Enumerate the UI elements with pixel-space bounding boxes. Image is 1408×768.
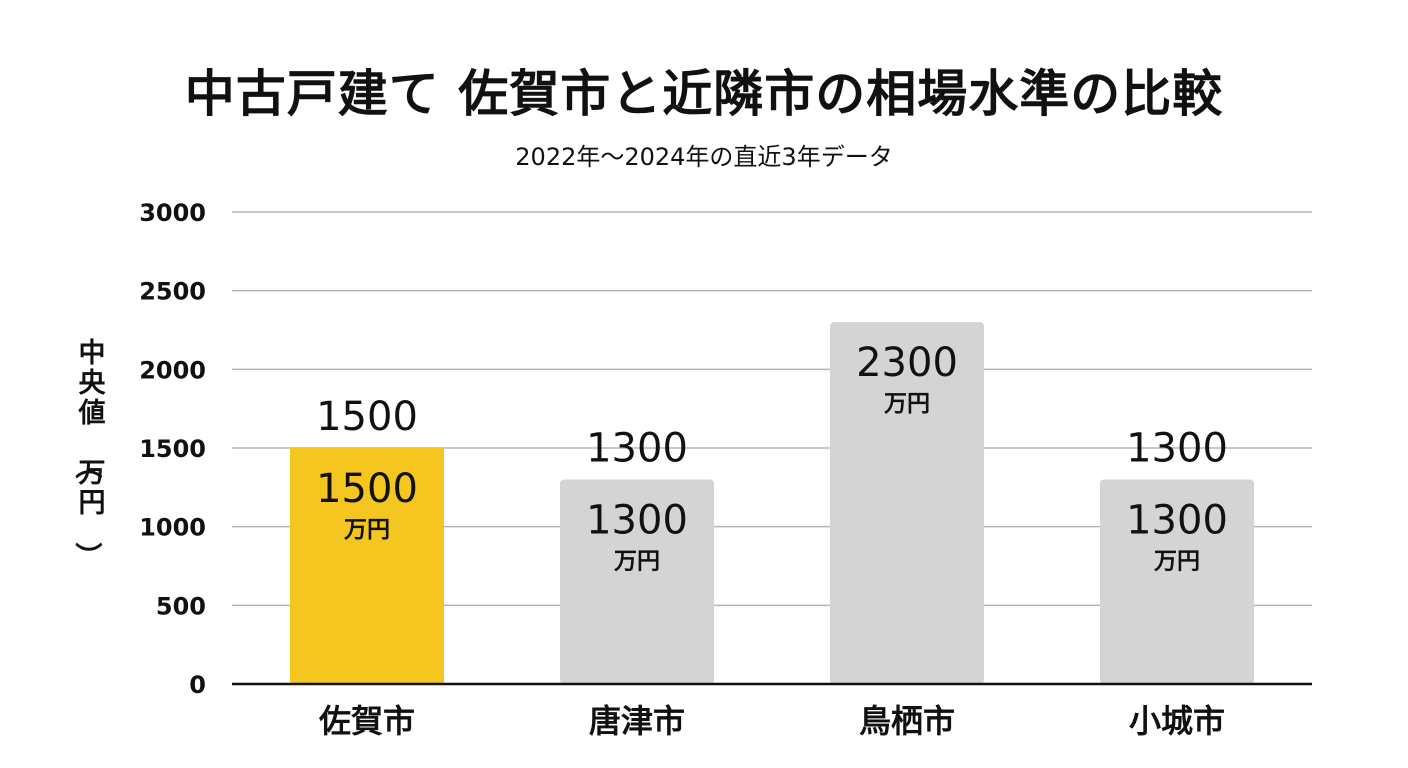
unit-label-1: 万円 — [344, 517, 390, 543]
inner-value-label-1: 1500 — [316, 466, 418, 512]
bar-1 — [290, 448, 444, 684]
inner-value-label-3: 2300 — [856, 340, 958, 386]
y-tick-label-1000: 1000 — [139, 514, 206, 542]
y-tick-label-500: 500 — [156, 592, 206, 620]
y-tick-labels: 0 500 1000 1500 2000 2500 3000 — [139, 199, 206, 699]
y-tick-label-2500: 2500 — [139, 278, 206, 306]
bar-labels: 1500 1500 万円 1300 1300 万円 2300 万円 1300 1300 万円 — [316, 340, 1228, 574]
category-label-4: 小城市 — [1129, 702, 1225, 740]
category-label-1: 佐賀市 — [318, 702, 415, 740]
category-label-3: 鳥栖市 — [859, 702, 955, 740]
category-label-2: 唐津市 — [589, 702, 685, 740]
chart-subtitle: 2022年〜2024年の直近3年データ — [515, 143, 893, 171]
top-value-label-2: 1300 — [586, 425, 688, 471]
bar-4 — [1100, 479, 1254, 684]
inner-value-label-2: 1300 — [586, 497, 688, 543]
y-tick-label-2000: 2000 — [139, 356, 206, 384]
inner-value-label-4: 1300 — [1126, 497, 1228, 543]
bars — [290, 322, 1254, 684]
y-tick-label-1500: 1500 — [139, 435, 206, 463]
chart-title: 中古戸建て 佐賀市と近隣市の相場水準の比較 — [184, 65, 1224, 123]
top-value-label-4: 1300 — [1126, 425, 1228, 471]
bar-2 — [560, 479, 714, 684]
y-tick-label-0: 0 — [189, 671, 206, 699]
top-value-label-1: 1500 — [316, 394, 418, 440]
unit-label-3: 万円 — [884, 391, 930, 417]
y-axis-label: 中央値（万円） — [72, 338, 107, 569]
category-labels: 佐賀市 唐津市 鳥栖市 小城市 — [318, 702, 1225, 740]
y-tick-label-3000: 3000 — [139, 199, 206, 227]
unit-label-2: 万円 — [614, 548, 660, 574]
bar-3 — [830, 322, 984, 684]
unit-label-4: 万円 — [1154, 548, 1200, 574]
y-axis-title: 中央値（万円） — [72, 338, 107, 569]
